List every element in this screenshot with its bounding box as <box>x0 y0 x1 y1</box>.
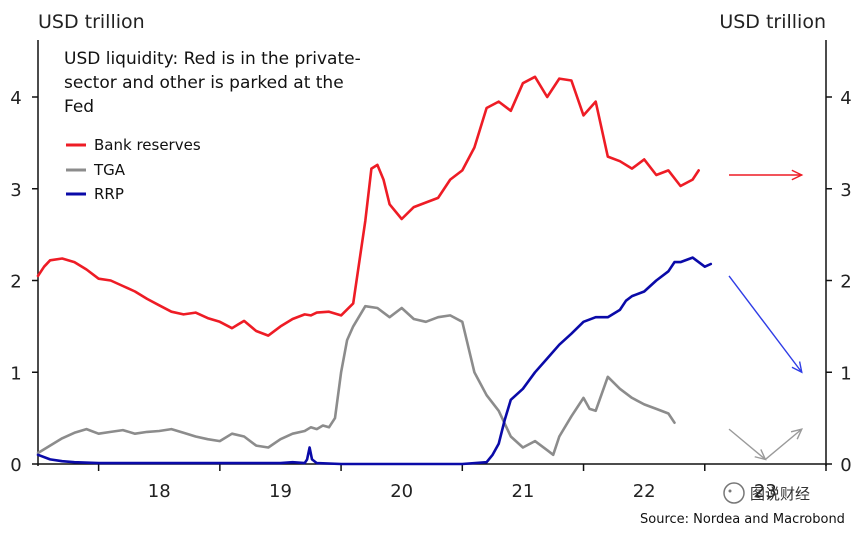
tga-arrow-up <box>764 428 803 460</box>
y-tick-label-left-4: 4 <box>10 88 21 109</box>
y-ticks: 0 0 1 1 2 2 3 3 4 4 <box>10 88 851 476</box>
tga-arrow-down <box>728 428 766 460</box>
y-tick-label-right-4: 4 <box>840 88 851 109</box>
chart-title-line-1: USD liquidity: Red is in the private- <box>64 49 361 69</box>
x-tick-label-1: 19 <box>269 481 292 502</box>
series-group <box>36 75 713 466</box>
rrp-arrow <box>728 275 803 373</box>
source-note: Source: Nordea and Macrobond <box>640 512 845 527</box>
y-tick-label-right-3: 3 <box>840 180 851 201</box>
watermark-logo-icon <box>723 482 745 504</box>
y-tick-label-left-0: 0 <box>10 455 21 476</box>
y-tick-label-left-1: 1 <box>10 363 21 384</box>
legend: Bank reserves TGA RRP <box>66 136 201 203</box>
y-tick-label-left-3: 3 <box>10 180 21 201</box>
x-tick-label-3: 21 <box>511 481 534 502</box>
x-tick-label-2: 20 <box>390 481 413 502</box>
legend-label-bank-reserves: Bank reserves <box>94 136 201 154</box>
x-tick-label-5: 23 <box>754 481 777 502</box>
x-tick-label-4: 22 <box>633 481 656 502</box>
watermark-logo-dot-icon <box>728 489 732 493</box>
legend-label-tga: TGA <box>93 161 126 179</box>
chart-title-line-3: Fed <box>64 97 94 117</box>
annotation-group <box>728 169 804 461</box>
left-axis-title: USD trillion <box>38 11 145 33</box>
bank-reserves-arrow-head-icon <box>791 169 804 181</box>
x-tick-label-0: 18 <box>148 481 171 502</box>
series-line-tga <box>36 304 676 457</box>
right-axis-title: USD trillion <box>719 11 826 33</box>
y-tick-label-left-2: 2 <box>10 272 21 293</box>
rrp-arrow-head-icon <box>791 361 803 374</box>
series-line-rrp <box>36 256 713 466</box>
legend-label-rrp: RRP <box>94 185 124 203</box>
y-tick-label-right-0: 0 <box>840 455 851 476</box>
watermark: 图说财经 <box>723 482 810 504</box>
chart-title-line-2: sector and other is parked at the <box>64 73 344 93</box>
watermark-text: 图说财经 <box>750 485 810 503</box>
tga-arrow-up-head-icon <box>790 428 803 440</box>
x-ticks: 18 19 20 21 22 23 <box>97 464 827 502</box>
series-line-bank-reserves <box>36 75 701 337</box>
y-tick-label-right-2: 2 <box>840 272 851 293</box>
y-tick-label-right-1: 1 <box>840 363 851 384</box>
